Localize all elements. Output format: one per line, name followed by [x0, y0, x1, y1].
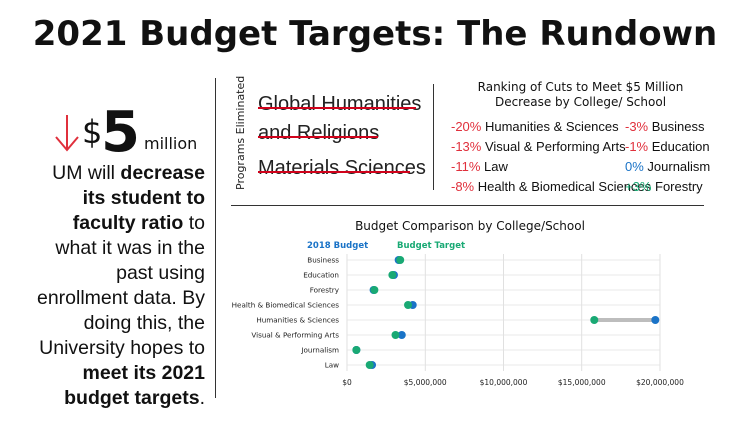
legend-budget-target: Budget Target: [397, 241, 466, 251]
ranking-item: 0% Journalism: [625, 159, 710, 174]
category-label: Business: [307, 256, 339, 265]
x-tick-label: $10,000,000: [480, 378, 528, 387]
divider-horizontal: [231, 205, 704, 206]
ranking-name: Forestry: [651, 179, 703, 194]
ranking-pct: 0%: [625, 159, 644, 174]
point-2018-budget: [651, 316, 660, 324]
program-item: Materials Sciences: [258, 157, 426, 179]
category-label: Visual & Performing Arts: [251, 331, 339, 340]
ranking-name: Visual & Performing Arts: [481, 139, 626, 154]
legend-2018-budget: 2018 Budget: [307, 241, 369, 251]
ranking-pct: +3%: [625, 179, 652, 194]
category-label: Law: [325, 361, 339, 370]
point-budget-target: [404, 301, 413, 309]
ranking-pct: -1%: [625, 139, 649, 154]
ranking-name: Business: [648, 119, 705, 134]
ranking-item: -11% Law: [451, 159, 508, 174]
x-tick-label: $5,000,000: [404, 378, 447, 387]
category-label: Journalism: [300, 346, 339, 355]
decrease-stat: $ 5 million: [54, 100, 229, 165]
ranking-item: -13% Visual & Performing Arts: [451, 139, 626, 154]
ranking-pct: -11%: [451, 159, 481, 174]
category-label: Education: [303, 271, 339, 280]
ranking-name: Education: [648, 139, 710, 154]
ranking-name: Humanities & Sciences: [481, 119, 619, 134]
program-item: and Religions: [258, 122, 380, 144]
ranking-item: +3% Forestry: [625, 179, 703, 194]
ranking-item: -20% Humanities & Sciences: [451, 119, 619, 134]
x-tick-label: $0: [342, 378, 352, 387]
ranking-item: -3% Business: [625, 119, 705, 134]
program-item: Global Humanities: [258, 93, 422, 115]
down-arrow-icon: [55, 115, 79, 152]
point-budget-target: [396, 256, 405, 264]
ranking-name: Law: [480, 159, 508, 174]
x-tick-label: $15,000,000: [558, 378, 606, 387]
ranking-pct: -3%: [625, 119, 649, 134]
point-budget-target: [365, 361, 374, 369]
ranking-title: Ranking of Cuts to Meet $5 Million Decre…: [477, 80, 684, 109]
stat-unit: million: [144, 134, 198, 153]
category-label: Humanities & Sciences: [256, 316, 339, 325]
category-label: Forestry: [310, 286, 340, 295]
description-text: UM will decrease its student to faculty …: [36, 162, 205, 409]
point-budget-target: [391, 331, 400, 339]
point-budget-target: [388, 271, 397, 279]
stat-number: 5: [101, 100, 140, 165]
ranking-pct: -13%: [451, 139, 482, 154]
divider-vertical-left: [215, 78, 216, 398]
divider-vertical-mid: [433, 84, 434, 190]
x-tick-label: $20,000,000: [636, 378, 684, 387]
ranking-name: Journalism: [643, 159, 711, 174]
ranking-pct: -20%: [451, 119, 482, 134]
point-budget-target: [590, 316, 599, 324]
point-2018-budget: [397, 331, 406, 339]
ranking-item: -8% Health & Biomedical Sciences: [451, 179, 651, 194]
category-label: Health & Biomedical Sciences: [232, 301, 340, 310]
ranking-item: -1% Education: [625, 139, 710, 154]
point-budget-target: [352, 346, 361, 354]
stat-dollar: $: [82, 113, 103, 151]
chart-title: Budget Comparison by College/School: [355, 219, 585, 233]
page-title: 2021 Budget Targets: The Rundown: [32, 14, 718, 54]
ranking-pct: -8%: [451, 179, 475, 194]
ranking-name: Health & Biomedical Sciences: [474, 179, 652, 194]
point-budget-target: [370, 286, 379, 294]
